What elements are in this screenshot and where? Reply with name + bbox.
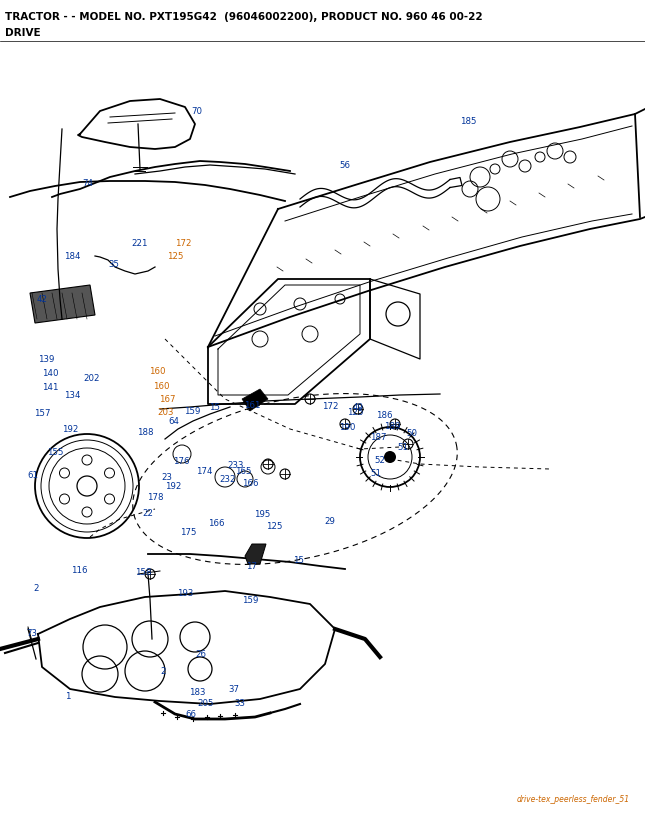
Text: 184: 184 [64, 252, 80, 261]
Text: 70: 70 [192, 107, 203, 116]
Text: 37: 37 [228, 685, 239, 694]
Text: 125: 125 [167, 252, 183, 261]
Text: 49: 49 [353, 403, 363, 412]
Text: 33: 33 [235, 699, 246, 708]
Text: 64: 64 [168, 417, 179, 426]
Text: DRIVE: DRIVE [5, 28, 41, 38]
Polygon shape [245, 545, 266, 564]
Text: 52: 52 [375, 456, 386, 465]
Text: 161: 161 [244, 401, 260, 410]
Text: 125: 125 [347, 408, 363, 417]
Text: 160: 160 [149, 367, 165, 376]
Text: 165: 165 [235, 467, 252, 476]
Text: 2: 2 [34, 584, 39, 593]
Text: 193: 193 [177, 589, 194, 598]
Text: 167: 167 [159, 395, 175, 404]
Text: 17: 17 [246, 562, 257, 571]
Text: 185: 185 [460, 116, 476, 125]
Text: 175: 175 [180, 528, 196, 536]
Text: 188: 188 [137, 428, 154, 437]
Text: 134: 134 [64, 391, 80, 400]
Text: 190: 190 [339, 423, 355, 432]
Text: 61: 61 [28, 471, 39, 480]
Text: 166: 166 [242, 479, 258, 488]
Text: 29: 29 [324, 517, 335, 526]
Text: 221: 221 [132, 239, 148, 248]
Text: 73: 73 [26, 629, 37, 638]
Text: 56: 56 [339, 161, 350, 170]
Text: 1: 1 [65, 692, 71, 700]
Text: 174: 174 [195, 467, 212, 476]
Text: 15: 15 [293, 556, 304, 565]
Text: 42: 42 [37, 295, 48, 304]
Text: 158: 158 [135, 568, 151, 577]
Text: 125: 125 [266, 522, 283, 531]
Text: 140: 140 [42, 369, 58, 378]
Text: 155: 155 [46, 448, 63, 457]
Text: 141: 141 [42, 383, 58, 392]
Text: 2: 2 [160, 667, 166, 676]
Text: 159: 159 [242, 595, 258, 604]
Text: 172: 172 [175, 239, 192, 248]
Text: 66: 66 [186, 709, 197, 718]
Text: 203: 203 [158, 408, 174, 417]
Text: 202: 202 [84, 374, 100, 383]
Text: 166: 166 [208, 519, 224, 528]
Polygon shape [30, 286, 95, 324]
Text: 159: 159 [184, 407, 200, 416]
Text: 74: 74 [83, 179, 94, 188]
Text: 195: 195 [254, 510, 270, 519]
Text: 233: 233 [228, 461, 244, 470]
Text: 205: 205 [198, 699, 214, 708]
Polygon shape [242, 390, 268, 411]
Text: drive-tex_peerless_fender_51: drive-tex_peerless_fender_51 [517, 794, 630, 803]
Text: 15: 15 [210, 403, 221, 412]
Text: 183: 183 [189, 688, 205, 697]
Text: 160: 160 [153, 382, 169, 391]
Text: 178: 178 [147, 493, 163, 502]
Text: 51: 51 [370, 469, 381, 478]
Text: 35: 35 [108, 260, 119, 269]
Text: 192: 192 [62, 425, 78, 434]
Text: 26: 26 [195, 649, 206, 658]
Text: 139: 139 [38, 355, 54, 364]
Text: 23: 23 [161, 473, 172, 482]
Text: 232: 232 [220, 475, 236, 484]
Text: 51: 51 [397, 443, 408, 452]
Circle shape [384, 451, 396, 464]
Text: 186: 186 [376, 411, 392, 420]
Text: 189: 189 [384, 422, 400, 431]
Text: 22: 22 [143, 509, 154, 518]
Text: 176: 176 [173, 457, 189, 466]
Text: 187: 187 [370, 433, 386, 442]
Text: 192: 192 [165, 482, 181, 491]
Text: 50: 50 [406, 429, 417, 438]
Text: 116: 116 [71, 566, 87, 575]
Text: 172: 172 [322, 402, 338, 411]
Text: 157: 157 [34, 409, 50, 418]
Text: TRACTOR - - MODEL NO. PXT195G42  (96046002200), PRODUCT NO. 960 46 00-22: TRACTOR - - MODEL NO. PXT195G42 (9604600… [5, 12, 482, 22]
